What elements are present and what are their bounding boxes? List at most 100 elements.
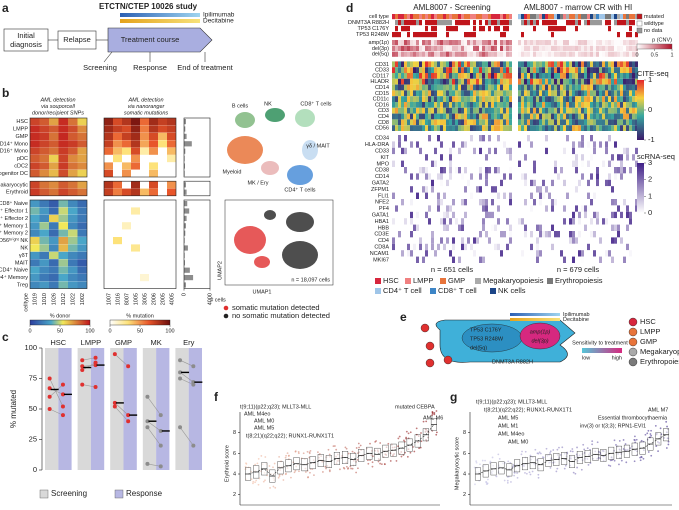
rna-cell [455,250,458,257]
cite-cell [602,73,605,79]
cnv-cell [560,51,563,57]
cite-cell [428,90,431,97]
cite-cell [434,67,437,73]
rna-cell [461,243,464,251]
cell-point [273,462,276,465]
rna-cell [458,237,461,244]
rna-cell [458,250,461,257]
rna-cell [413,135,416,142]
rna-cell [518,173,521,180]
cnv-cell [497,46,500,51]
rna-cell [632,154,635,161]
cnv-cell [584,45,587,51]
rna-cell [521,199,524,206]
rna-cell [509,199,512,206]
annotation-cell [596,32,599,38]
cite-cell [590,84,593,91]
cite-cell [551,78,554,85]
cell-count-bar [184,275,194,281]
rna-cell [446,179,449,187]
annotation-cell [485,26,488,32]
annotation-cell [479,20,482,26]
cite-cell [569,125,572,131]
rna-cell [626,243,629,251]
annotation-cell [530,20,533,26]
cite-cell [473,119,476,126]
heatmap-cell [113,251,122,259]
rna-cell [458,160,461,167]
legend-label: NK cells [498,286,526,295]
rna-cell [608,160,611,167]
rna-cell [491,250,494,257]
annotation-cell [578,26,581,32]
rna-cell [587,256,590,263]
annotation-cell [611,20,614,26]
heatmap-cell [77,169,87,177]
rna-cell [398,147,401,155]
heatmap-cell [167,132,176,140]
heatmap-cell [131,125,140,133]
cite-cell [503,125,506,131]
rna-cell [626,147,629,155]
rna-cell [416,167,419,174]
cite-cell [464,67,467,73]
rna-cell [461,154,464,161]
cite-cell [560,96,563,102]
rna-cell [500,199,503,206]
cite-cell [572,67,575,73]
panel-letter: a [2,1,9,15]
heatmap-cell [58,222,68,230]
cite-cell [548,90,551,97]
cite-cell [410,113,413,120]
cite-cell [599,96,602,102]
rna-cell [569,186,572,193]
rna-cell [494,205,497,212]
cite-cell [593,119,596,126]
rna-cell [545,147,548,155]
cnv-cell [521,45,524,51]
rna-cell [404,231,407,238]
rna-cell [413,231,416,238]
rna-cell [614,218,617,225]
cite-cell [533,90,536,97]
legend-swatch [430,288,436,294]
rna-cell [632,199,635,206]
cite-cell [473,102,476,108]
rna-cell [392,147,395,155]
cite-cell [401,102,404,108]
annotation-cell [497,20,500,26]
rna-cell [443,224,446,231]
cite-cell [494,96,497,102]
cnv-cell [587,45,590,51]
annotation-cell [416,26,419,32]
cite-cell [530,125,533,131]
cite-cell [494,73,497,79]
rna-cell [566,224,569,231]
cite-cell [428,107,431,114]
cite-cell [626,90,629,97]
rna-cell [461,192,464,199]
cite-cell [488,90,491,97]
cite-cell [578,125,581,131]
cite-cell [584,107,587,114]
rna-cell [440,160,443,167]
cite-cell [527,96,530,102]
rna-cell [602,147,605,155]
annotation-cell [413,20,416,26]
rna-cell [500,231,503,238]
rna-cell [581,243,584,251]
cell-point [307,476,309,478]
cite-cell [497,113,500,120]
rna-cell [623,237,626,244]
cite-cell [491,90,494,97]
rna-cell [446,224,449,231]
rna-cell [464,179,467,187]
cite-cell [542,61,545,68]
rna-cell [575,179,578,187]
rna-cell [395,211,398,219]
rna-cell [572,237,575,244]
cite-cell [539,125,542,131]
cite-cell [461,125,464,131]
annotation-cell [545,20,548,26]
cite-cell [611,113,614,120]
